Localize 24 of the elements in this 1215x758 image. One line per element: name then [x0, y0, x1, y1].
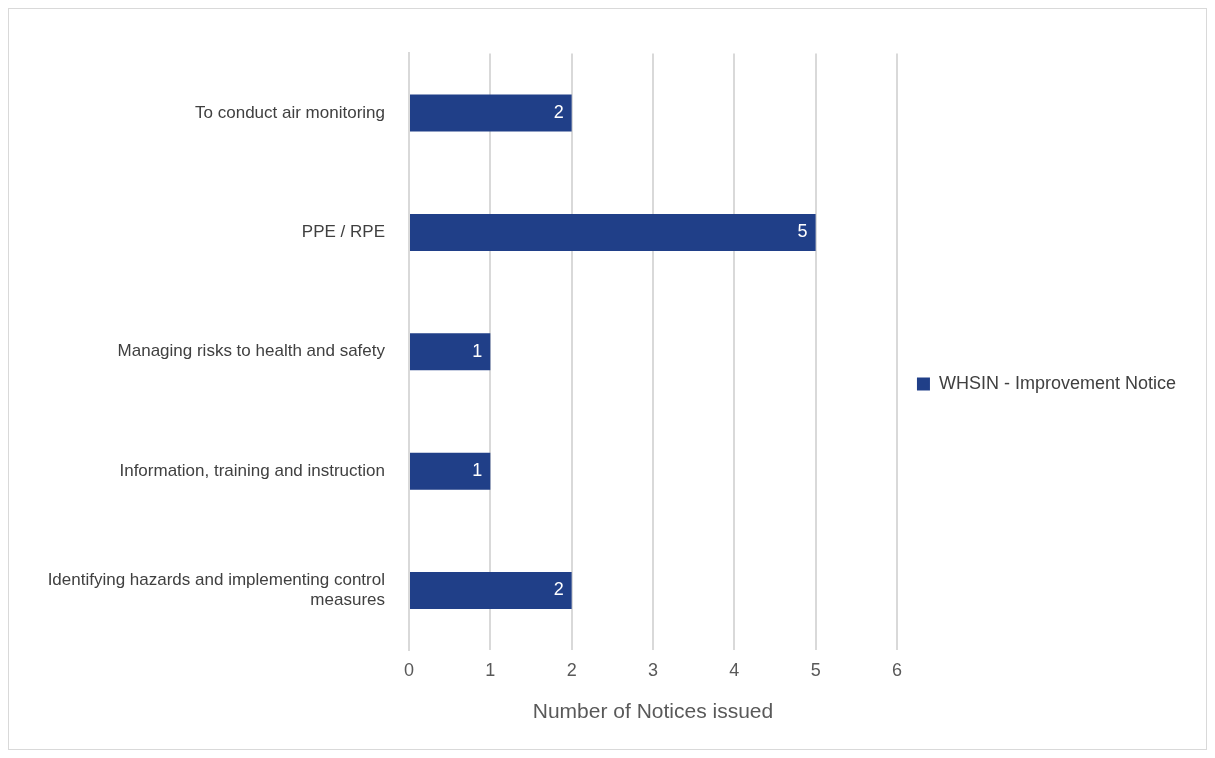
data-label: 5 — [797, 221, 808, 242]
y-tick-label: PPE / RPE — [301, 222, 385, 242]
bar — [410, 452, 491, 490]
x-tick-label: 0 — [403, 659, 415, 680]
bar — [410, 572, 572, 610]
y-tick-label: To conduct air monitoring — [195, 102, 385, 122]
x-tick-label: 1 — [485, 659, 496, 680]
bar — [410, 94, 572, 132]
bar — [410, 333, 491, 371]
y-tick-label: Information, training and instruction — [119, 460, 385, 480]
data-label: 2 — [553, 579, 564, 600]
x-tick-label: 2 — [566, 659, 577, 680]
x-axis-title: Number of Notices issued — [532, 699, 774, 723]
y-tick-label: Managing risks to health and safety — [117, 341, 386, 361]
x-tick-label: 4 — [729, 659, 740, 680]
legend-label: WHSIN - Improvement Notice — [938, 372, 1177, 393]
data-label: 1 — [472, 460, 483, 481]
data-label: 2 — [553, 102, 564, 123]
x-tick-label: 3 — [647, 659, 658, 680]
y-tick-label: Identifying hazards and implementing control measures — [47, 570, 385, 610]
bar — [410, 213, 816, 251]
data-label: 1 — [472, 340, 483, 361]
x-tick-label: 6 — [891, 659, 902, 680]
x-tick-label: 5 — [810, 659, 821, 680]
